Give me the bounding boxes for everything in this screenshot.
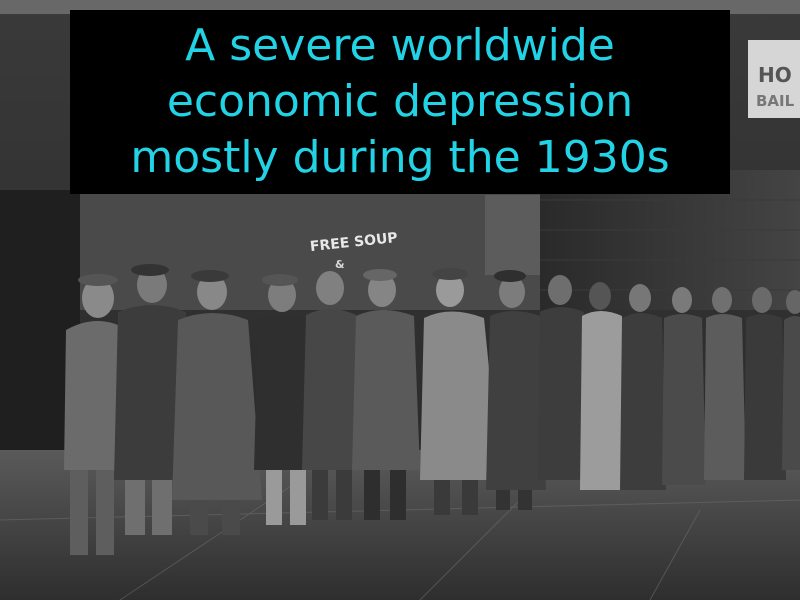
- corner-sign-line1: HO: [758, 63, 792, 87]
- man-long-coat: [172, 270, 262, 535]
- corner-sign: [748, 40, 800, 118]
- sign-ampersand: &: [335, 258, 345, 271]
- corner-sign-line2: BAIL: [756, 92, 795, 110]
- brick-lines: [540, 199, 800, 291]
- man-cap-coat: [352, 269, 420, 520]
- man-front-left: [64, 274, 132, 555]
- crowd-in-line: [64, 264, 800, 555]
- man-dark-coat-1: [114, 264, 190, 535]
- man-light-coat: [420, 268, 500, 515]
- man-dark-coat-3: [486, 270, 546, 510]
- caption-box: A severe worldwide economic depression m…: [70, 10, 730, 194]
- window-pane: [485, 195, 540, 275]
- caption-text: A severe worldwide economic depression m…: [130, 20, 670, 183]
- men-rear-group: [538, 275, 800, 490]
- man-dark-coat-2: [254, 274, 316, 525]
- man-overcoat: [302, 271, 360, 520]
